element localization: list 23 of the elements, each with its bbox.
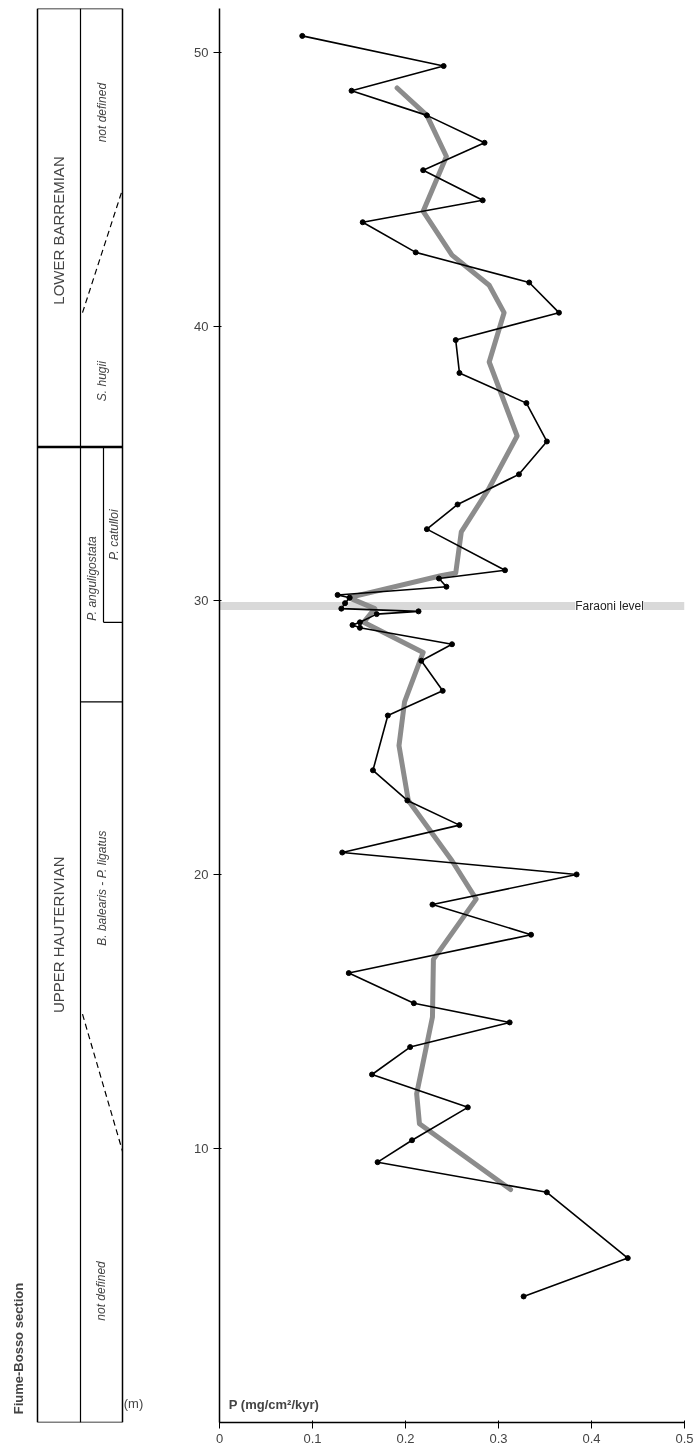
text: P. catulloi bbox=[106, 509, 121, 560]
x-tick-label: 0.1 bbox=[303, 1430, 322, 1446]
y-tick-label: 40 bbox=[194, 318, 209, 334]
y-tick-label: 10 bbox=[194, 1140, 209, 1156]
y-tick-label: 50 bbox=[194, 44, 209, 60]
x-tick-label: 0.4 bbox=[582, 1430, 601, 1446]
text: Fiume-Bosso section bbox=[11, 1282, 26, 1415]
text: UPPER HAUTERIVIAN bbox=[50, 856, 67, 1014]
text: not defined bbox=[93, 1260, 108, 1321]
x-tick-label: 0.3 bbox=[489, 1430, 508, 1446]
text: S. hugii bbox=[94, 360, 109, 402]
text: LOWER BARREMIAN bbox=[50, 156, 67, 305]
ref-line-label: Faraoni level bbox=[575, 598, 644, 613]
x-tick-label: 0.5 bbox=[675, 1430, 694, 1446]
x-axis-title: P (mg/cm²/kyr) bbox=[228, 1396, 319, 1412]
y-tick-label: 20 bbox=[194, 866, 209, 882]
y-tick-label: 30 bbox=[194, 592, 209, 608]
text: not defined bbox=[94, 82, 109, 143]
x-tick-label: 0.2 bbox=[396, 1430, 415, 1446]
y-axis-title: (m) bbox=[123, 1395, 144, 1411]
text: P. anguligostata bbox=[84, 535, 99, 621]
x-tick-label: 0 bbox=[215, 1430, 224, 1446]
text: B. balearis - P. ligatus bbox=[94, 830, 109, 946]
